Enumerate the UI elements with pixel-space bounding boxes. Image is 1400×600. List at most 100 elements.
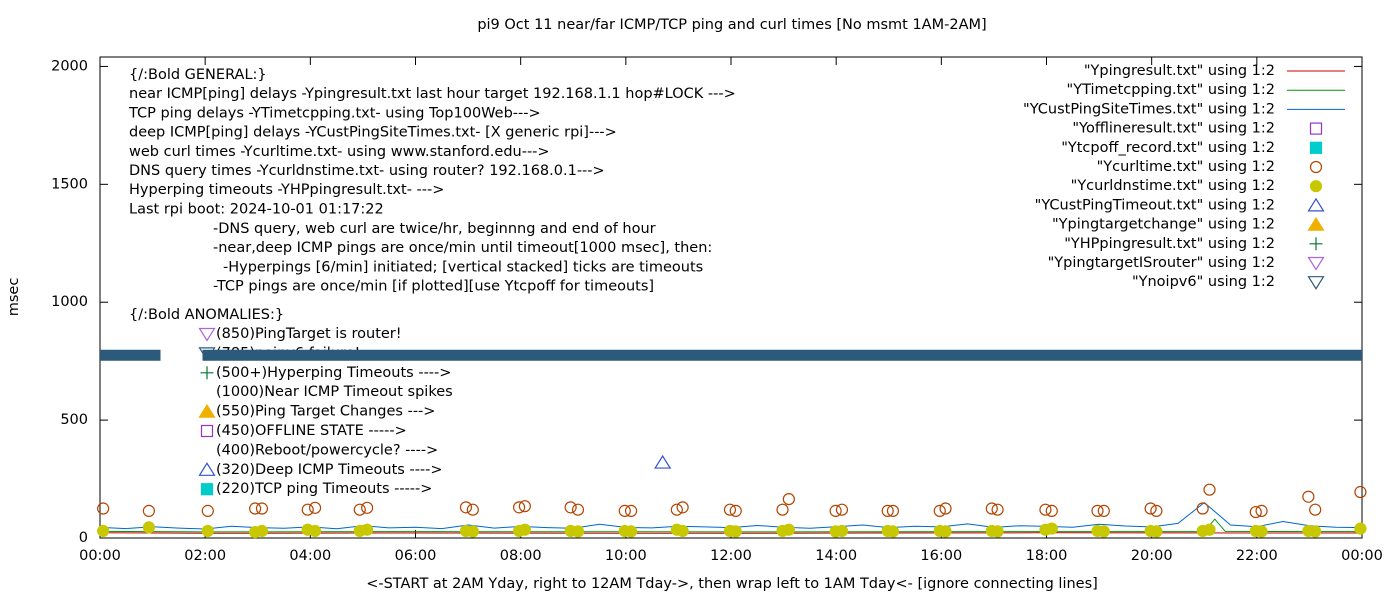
data-point [512,501,526,514]
data-point [255,524,269,538]
legend-label: "Ytcpoff_record.txt" using 1:2 [1061,140,1275,156]
data-point [466,503,479,516]
data-point [518,500,531,513]
legend-swatch [1307,197,1325,212]
data-point [782,492,795,506]
x-tick-label: 12:00 [710,548,752,564]
data-point [1091,504,1104,517]
anomaly-marker [200,483,214,496]
data-point [624,504,638,517]
note-text: Last rpi boot: 2024-10-01 01:17:22 [129,201,384,217]
legend-label: "YHPpingresult.txt" using 1:2 [1064,236,1275,252]
legend-swatch [1309,141,1323,154]
legend-label: "Ypingtargetchange" using 1:2 [1052,217,1275,233]
x-tick-label: 04:00 [289,548,331,564]
y-tick-label: 500 [60,412,88,428]
x-tick-label: 18:00 [1026,548,1068,564]
data-point [255,502,269,515]
x-tick-label: 10:00 [605,548,647,564]
data-point [1150,504,1163,517]
data-point [729,525,742,538]
data-point [1354,485,1367,499]
legend-label: "YpingtargetISrouter" using 1:2 [1048,255,1275,271]
legend-swatch [1309,160,1323,174]
data-point [933,504,946,517]
data-point [654,454,672,469]
x-tick-label: 06:00 [395,548,437,564]
note-text: deep ICMP[ping] delays -YCustPingSiteTim… [129,125,617,141]
data-point [1150,525,1163,538]
note-text: DNS query times -Ycurldnstime.txt- using… [129,163,605,179]
data-point [308,501,322,514]
legend-swatch [1309,237,1323,251]
note-text: Hyperping timeouts -YHPpingresult.txt- -… [129,182,444,198]
legend-swatch [1307,216,1325,231]
x-tick-label: 00:00 [1341,548,1383,564]
data-point [1203,483,1216,496]
legend-label: "Ynoipv6" using 1:2 [1132,274,1275,290]
anomaly-text: (850)PingTarget is router! [216,326,402,342]
data-point [829,504,842,517]
data-point [459,501,473,514]
anomaly-list: (850)PingTarget is router!(785)noipv6 fa… [198,326,453,497]
data-point [782,523,795,536]
legend-label: "YCustPingTimeout.txt" using 1:2 [1035,197,1275,213]
data-point [676,524,689,538]
data-point [1255,525,1268,538]
data-point [1203,523,1216,536]
note-title: {/:Bold ANOMALIES:} [129,307,284,323]
data-point [361,501,374,514]
data-point [1302,490,1315,503]
data-point [571,503,585,516]
data-point [723,503,737,516]
anomaly-marker [198,462,216,476]
data-point [1309,525,1322,538]
anomaly-marker [198,403,216,418]
note-text: -DNS query, web curl are twice/hr, begin… [213,221,656,237]
legend-label: "Yofflineresult.txt" using 1:2 [1072,121,1275,137]
x-axis-label: <-START at 2AM Yday, right to 12AM Tday-… [366,576,1098,592]
legend-swatch [1309,122,1323,135]
data-point [97,524,110,538]
anomaly-text: (400)Reboot/powercycle? ----> [216,442,438,458]
y-tick-label: 1000 [51,294,88,310]
data-point [353,503,366,516]
x-tick-label: 20:00 [1131,548,1173,564]
data-point [835,503,849,516]
data-point [991,503,1004,516]
data-point [670,503,683,516]
anomaly-text: (1000)Near ICMP Timeout spikes [216,384,453,400]
data-point [361,523,374,536]
anomaly-text: (500+)Hyperping Timeouts ----> [216,365,451,381]
y-axis-label: msec [6,278,22,317]
data-point [1097,504,1110,517]
note-text: -near,deep ICMP pings are once/min until… [213,240,712,256]
data-point [729,504,742,517]
data-point [466,525,479,538]
anomaly-text: (550)Ping Target Changes ---> [216,404,435,420]
data-point [991,525,1004,538]
data-point [308,524,322,538]
data-point [939,525,952,538]
data-point [886,504,900,517]
x-tick-label: 16:00 [920,548,962,564]
anomaly-text: (220)TCP ping Timeouts -----> [216,481,432,497]
data-point [1144,502,1157,515]
data-point [201,504,214,517]
data-point [142,521,156,534]
note-text: -Hyperpings [6/min] initiated; [vertical… [223,259,703,275]
data-point [985,502,998,515]
note-text: web curl times -Ycurltime.txt- using www… [129,144,550,160]
data-point [142,504,156,517]
legend-label: "Ypingresult.txt" using 1:2 [1084,63,1275,79]
y-tick-label: 2000 [51,58,88,74]
y-tick-label: 1500 [51,176,88,192]
legend-label: "Ycurltime.txt" using 1:2 [1097,159,1275,175]
data-point [1309,503,1322,516]
data-point [1039,503,1052,516]
data-point [618,504,631,517]
x-tick-label: 14:00 [815,548,857,564]
note-text: -TCP pings are once/min [if plotted][use… [213,279,654,295]
